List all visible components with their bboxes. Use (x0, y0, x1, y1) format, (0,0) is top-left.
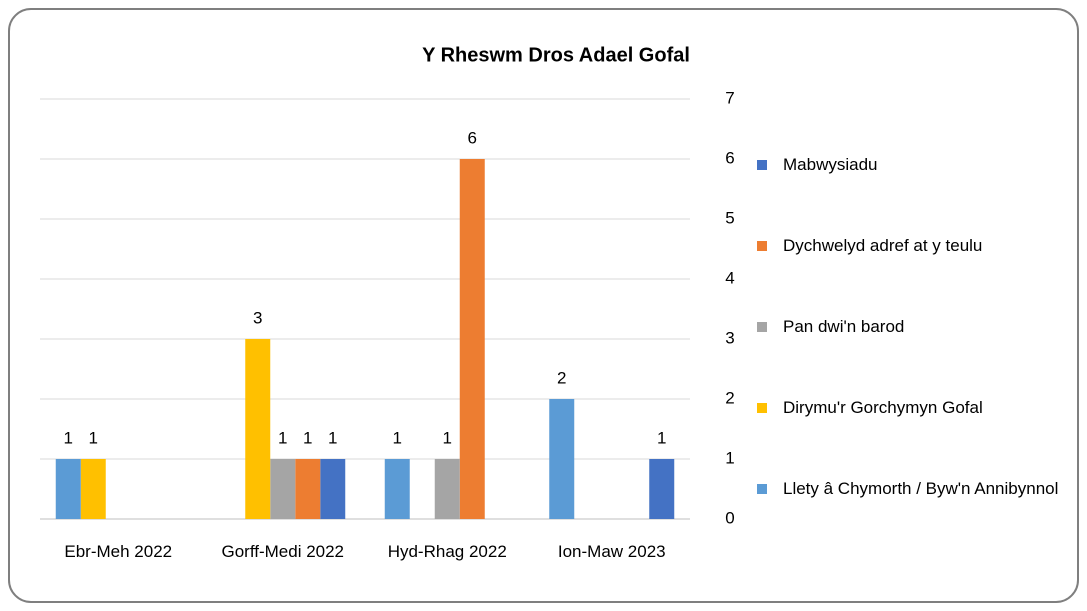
bar (434, 459, 460, 519)
legend-label: Pan dwi'n barod (783, 317, 905, 336)
data-label: 1 (278, 428, 287, 447)
bar (55, 459, 81, 519)
data-label: 2 (557, 368, 566, 387)
y-tick-label: 1 (725, 448, 734, 467)
bar (245, 339, 271, 519)
chart-title: Y Rheswm Dros Adael Gofal (422, 44, 690, 66)
data-label: 1 (328, 428, 337, 447)
x-tick-label: Ion-Maw 2023 (557, 542, 666, 561)
data-label: 1 (657, 428, 666, 447)
bar (270, 459, 296, 519)
legend-label: Dychwelyd adref at y teulu (783, 236, 983, 255)
legend-swatch (757, 322, 767, 332)
legend-swatch (757, 160, 767, 170)
data-label: 3 (253, 308, 262, 327)
y-tick-label: 4 (725, 268, 734, 287)
y-tick-label: 7 (725, 88, 734, 107)
legend-swatch (757, 403, 767, 413)
y-tick-label: 0 (725, 508, 734, 527)
bar (295, 459, 321, 519)
bar (320, 459, 346, 519)
y-tick-label: 3 (725, 328, 734, 347)
bar (80, 459, 106, 519)
bar (649, 459, 675, 519)
bar (549, 399, 575, 519)
legend-label: Mabwysiadu (783, 155, 878, 174)
legend-swatch (757, 241, 767, 251)
data-label: 1 (64, 428, 73, 447)
y-tick-label: 6 (725, 148, 734, 167)
x-tick-label: Ebr-Meh 2022 (64, 542, 173, 561)
data-label: 1 (393, 428, 402, 447)
data-label: 1 (89, 428, 98, 447)
data-label: 1 (303, 428, 312, 447)
y-tick-label: 2 (725, 388, 734, 407)
x-tick-label: Hyd-Rhag 2022 (387, 542, 507, 561)
data-label: 6 (468, 128, 477, 147)
data-label: 1 (443, 428, 452, 447)
bar (459, 159, 485, 519)
legend-label: Dirymu'r Gorchymyn Gofal (783, 398, 983, 417)
y-tick-label: 5 (725, 208, 734, 227)
legend-label: Llety â Chymorth / Byw'n Annibynnol (783, 479, 1059, 498)
bar (384, 459, 410, 519)
legend-swatch (757, 484, 767, 494)
x-tick-label: Gorff-Medi 2022 (221, 542, 345, 561)
chart-border (8, 8, 1079, 603)
